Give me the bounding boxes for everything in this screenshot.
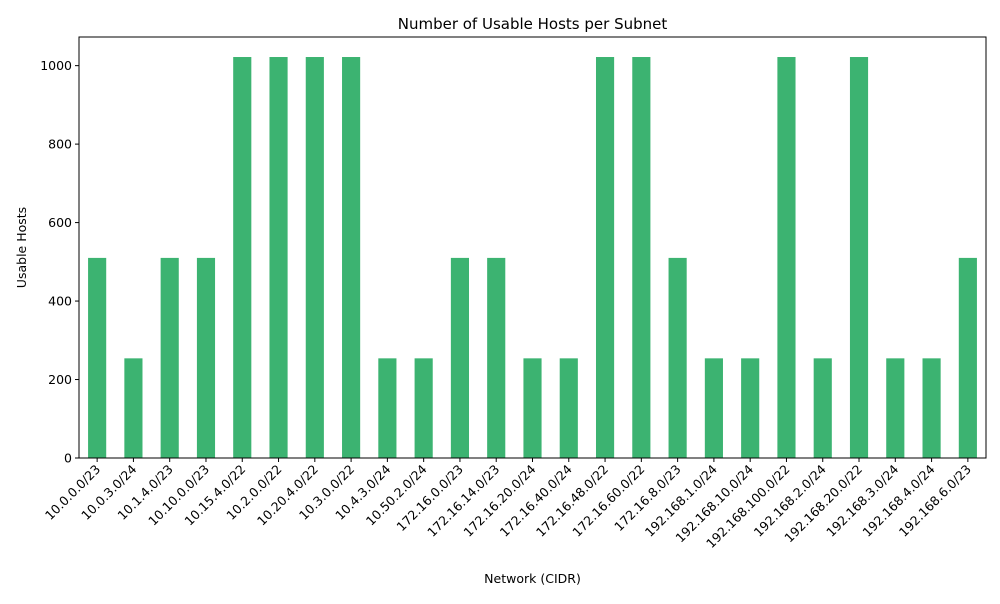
bar xyxy=(559,358,578,458)
x-axis-label: Network (CIDR) xyxy=(484,571,581,586)
plot-frame xyxy=(78,36,987,459)
bar xyxy=(741,358,760,458)
bar xyxy=(632,57,651,458)
bar xyxy=(342,57,361,458)
x-axis: 10.0.0.0/2310.0.3.0/2410.1.4.0/2310.10.0… xyxy=(42,458,974,551)
y-axis-label: Usable Hosts xyxy=(14,207,29,288)
bar xyxy=(813,358,832,458)
y-axis: 0 200 400 600 800 1000 xyxy=(40,58,79,466)
bar xyxy=(414,358,433,458)
bar xyxy=(849,57,869,458)
bar xyxy=(378,358,397,458)
bar xyxy=(196,257,216,458)
bar xyxy=(958,257,977,458)
bar xyxy=(523,358,542,458)
chart-title: Number of Usable Hosts per Subnet xyxy=(398,15,668,33)
bar xyxy=(922,358,941,458)
bar xyxy=(88,257,107,458)
bar xyxy=(233,57,252,458)
bar xyxy=(668,257,687,458)
bar xyxy=(269,57,288,458)
bars-group xyxy=(88,57,977,458)
bar xyxy=(487,257,506,458)
y-tick-label: 200 xyxy=(48,372,72,387)
y-tick-label: 0 xyxy=(64,451,72,466)
bar xyxy=(704,358,723,458)
y-tick-label: 800 xyxy=(48,137,72,152)
bar xyxy=(450,257,470,458)
bar xyxy=(124,358,143,458)
y-tick-label: 400 xyxy=(48,294,72,309)
y-tick-label: 1000 xyxy=(40,58,72,73)
y-tick-label: 600 xyxy=(48,215,72,230)
bar xyxy=(305,57,324,458)
bar xyxy=(595,57,615,458)
bar xyxy=(886,358,905,458)
bar xyxy=(160,257,179,458)
bar xyxy=(777,57,796,458)
